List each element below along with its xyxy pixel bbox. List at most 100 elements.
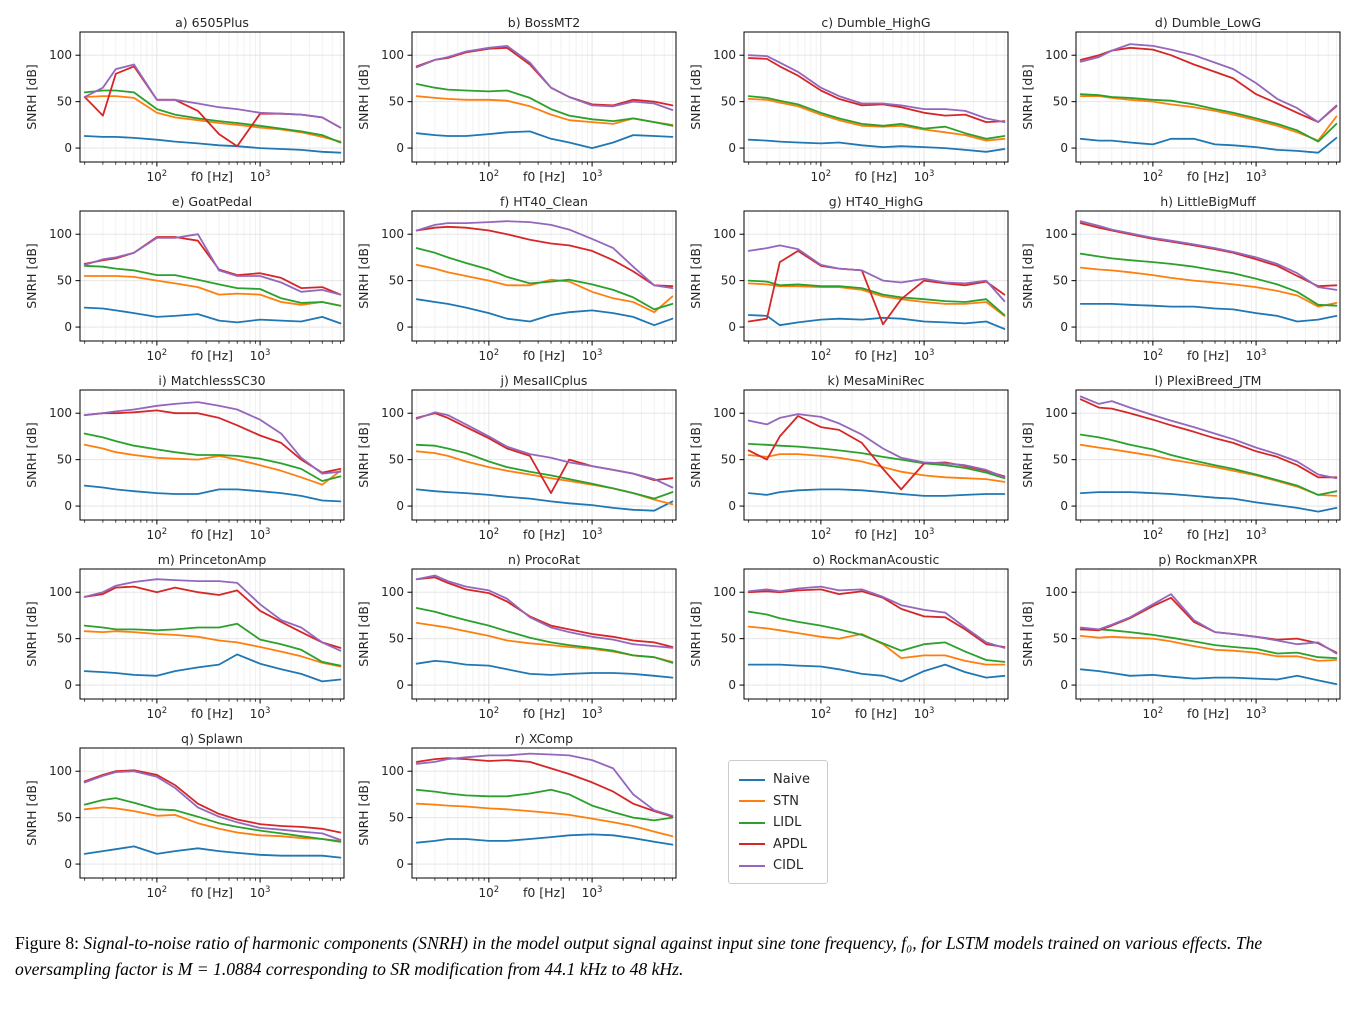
subplot-title: f) HT40_Clean bbox=[500, 195, 588, 209]
subplot-c: 102 103 0 50 100 c) Dumble_HighG f0 [Hz] SNRH [… bbox=[686, 15, 1016, 188]
subplot-p: 102 103 0 50 100 p) RockmanXPR f0 [Hz] SNRH [dB… bbox=[1018, 552, 1348, 725]
series-cidl bbox=[747, 54, 1006, 123]
series-naive bbox=[747, 138, 1006, 153]
subplot-chart: 102 103 0 50 100 g) HT40_HighG f0 [Hz] SNRH [dB… bbox=[688, 194, 1009, 363]
x-tick-label: 102 bbox=[479, 706, 500, 721]
series-lidl bbox=[415, 83, 674, 127]
series-cidl bbox=[747, 244, 1006, 302]
subplot-chart: 102 103 0 50 100 i) MatchlessSC30 f0 [Hz] SNRH … bbox=[24, 373, 345, 542]
y-tick-label: 100 bbox=[713, 585, 736, 599]
subplot-e: 102 103 0 50 100 e) GoatPedal f0 [Hz] SNRH [dB] bbox=[22, 194, 352, 367]
subplot-title: o) RockmanAcoustic bbox=[813, 553, 940, 567]
series-lidl bbox=[415, 443, 674, 500]
y-axis-label: SNRH [dB] bbox=[356, 243, 371, 309]
subplot-chart: 102 103 0 50 100 q) Splawn f0 [Hz] SNRH [dB] bbox=[24, 731, 345, 900]
y-tick-label: 50 bbox=[1053, 453, 1068, 467]
legend-entry-naive: Naive bbox=[739, 769, 817, 791]
subplot-q: 102 103 0 50 100 q) Splawn f0 [Hz] SNRH [dB] bbox=[22, 731, 352, 904]
subplot-chart: 102 103 0 50 100 m) PrincetonAmp f0 [Hz] SNRH [… bbox=[24, 552, 345, 721]
axes-frame bbox=[79, 210, 345, 342]
series-apdl bbox=[415, 46, 674, 107]
subplot-title: l) PlexiBreed_JTM bbox=[1155, 374, 1262, 388]
subplot-chart: 102 103 0 50 100 j) MesaIICplus f0 [Hz] SNRH [d… bbox=[356, 373, 677, 542]
series-stn bbox=[415, 802, 674, 838]
x-axis-label: f0 [Hz] bbox=[1187, 527, 1229, 542]
series-naive bbox=[1079, 303, 1338, 323]
subplot-chart: 102 103 0 50 100 c) Dumble_HighG f0 [Hz] SNRH [… bbox=[688, 15, 1009, 184]
subplot-chart: 102 103 0 50 100 p) RockmanXPR f0 [Hz] SNRH [dB… bbox=[1020, 552, 1341, 721]
x-axis-label: f0 [Hz] bbox=[191, 706, 233, 721]
y-tick-label: 100 bbox=[381, 406, 404, 420]
series-cidl bbox=[1079, 43, 1338, 123]
series-cidl bbox=[415, 44, 674, 111]
subplot-g: 102 103 0 50 100 g) HT40_HighG f0 [Hz] SNRH [dB… bbox=[686, 194, 1016, 367]
series-apdl bbox=[747, 588, 1006, 648]
series-naive bbox=[1079, 491, 1338, 513]
y-tick-label: 50 bbox=[57, 632, 72, 646]
subplot-chart: 102 103 0 50 100 h) LittleBigMuff f0 [Hz] SNRH … bbox=[1020, 194, 1341, 363]
series-naive bbox=[83, 484, 342, 503]
subplot-title: g) HT40_HighG bbox=[829, 195, 923, 209]
x-axis-label: f0 [Hz] bbox=[855, 706, 897, 721]
legend-label: Naive bbox=[773, 772, 810, 788]
series-stn bbox=[83, 630, 342, 668]
legend-entry-cidl: CIDL bbox=[739, 855, 817, 877]
axes-frame bbox=[411, 389, 677, 521]
y-tick-label: 100 bbox=[1045, 227, 1068, 241]
subplot-k: 102 103 0 50 100 k) MesaMiniRec f0 [Hz] SNRH [d… bbox=[686, 373, 1016, 546]
legend-entry-lidl: LIDL bbox=[739, 812, 817, 834]
y-axis-label: SNRH [dB] bbox=[356, 422, 371, 488]
axes-frame bbox=[743, 31, 1009, 163]
series-apdl bbox=[1079, 222, 1338, 288]
series-stn bbox=[747, 98, 1006, 142]
subplot-title: r) XComp bbox=[515, 732, 573, 746]
x-tick-label: 102 bbox=[1143, 527, 1164, 542]
series-cidl bbox=[83, 233, 342, 296]
y-tick-label: 0 bbox=[1060, 499, 1068, 513]
subplot-title: q) Splawn bbox=[181, 732, 243, 746]
series-stn bbox=[1079, 443, 1338, 497]
figure-caption: Figure 8: Signal-to-noise ratio of harmo… bbox=[15, 930, 1347, 982]
series-naive bbox=[1079, 137, 1338, 154]
subplot-o: 102 103 0 50 100 o) RockmanAcoustic f0 [Hz] SNR… bbox=[686, 552, 1016, 725]
legend-label: APDL bbox=[773, 836, 807, 852]
subplot-chart: 102 103 0 50 100 e) GoatPedal f0 [Hz] SNRH [dB] bbox=[24, 194, 345, 363]
y-axis-label: SNRH [dB] bbox=[24, 422, 39, 488]
series-apdl bbox=[1079, 398, 1338, 479]
legend-label: STN bbox=[773, 793, 799, 809]
series-naive bbox=[415, 660, 674, 679]
chart-legend: Naive STN LIDL APDL CIDL bbox=[728, 760, 828, 884]
subplot-m: 102 103 0 50 100 m) PrincetonAmp f0 [Hz] SNRH [… bbox=[22, 552, 352, 725]
series-lidl bbox=[415, 788, 674, 822]
y-tick-label: 0 bbox=[396, 499, 404, 513]
subplot-title: c) Dumble_HighG bbox=[821, 16, 930, 30]
caption-label: Figure 8: bbox=[15, 933, 80, 953]
subplot-title: p) RockmanXPR bbox=[1158, 553, 1258, 567]
series-naive bbox=[415, 833, 674, 846]
subplot-d: 102 103 0 50 100 d) Dumble_LowG f0 [Hz] SNRH [d… bbox=[1018, 15, 1348, 188]
series-lidl bbox=[83, 89, 342, 144]
y-tick-label: 50 bbox=[57, 95, 72, 109]
subplot-l: 102 103 0 50 100 l) PlexiBreed_JTM f0 [Hz] SNRH… bbox=[1018, 373, 1348, 546]
subplot-chart: 102 103 0 50 100 b) BossMT2 f0 [Hz] SNRH [dB] bbox=[356, 15, 677, 184]
y-axis-label: SNRH [dB] bbox=[688, 64, 703, 130]
subplot-title: n) ProcoRat bbox=[508, 553, 580, 567]
series-cidl bbox=[415, 411, 674, 489]
series-lidl bbox=[415, 607, 674, 664]
series-naive bbox=[83, 306, 342, 325]
y-axis-label: SNRH [dB] bbox=[24, 64, 39, 130]
x-tick-label: 102 bbox=[1143, 706, 1164, 721]
series-apdl bbox=[83, 769, 342, 834]
x-tick-label: 103 bbox=[582, 706, 603, 721]
x-tick-label: 103 bbox=[582, 348, 603, 363]
series-cidl bbox=[747, 413, 1006, 479]
series-stn bbox=[83, 806, 342, 842]
y-tick-label: 50 bbox=[721, 95, 736, 109]
x-tick-label: 102 bbox=[811, 527, 832, 542]
x-tick-label: 103 bbox=[582, 885, 603, 900]
series-lidl bbox=[83, 622, 342, 667]
x-tick-label: 103 bbox=[1246, 706, 1267, 721]
y-tick-label: 0 bbox=[396, 678, 404, 692]
y-tick-label: 0 bbox=[728, 499, 736, 513]
series-naive bbox=[1079, 668, 1338, 686]
